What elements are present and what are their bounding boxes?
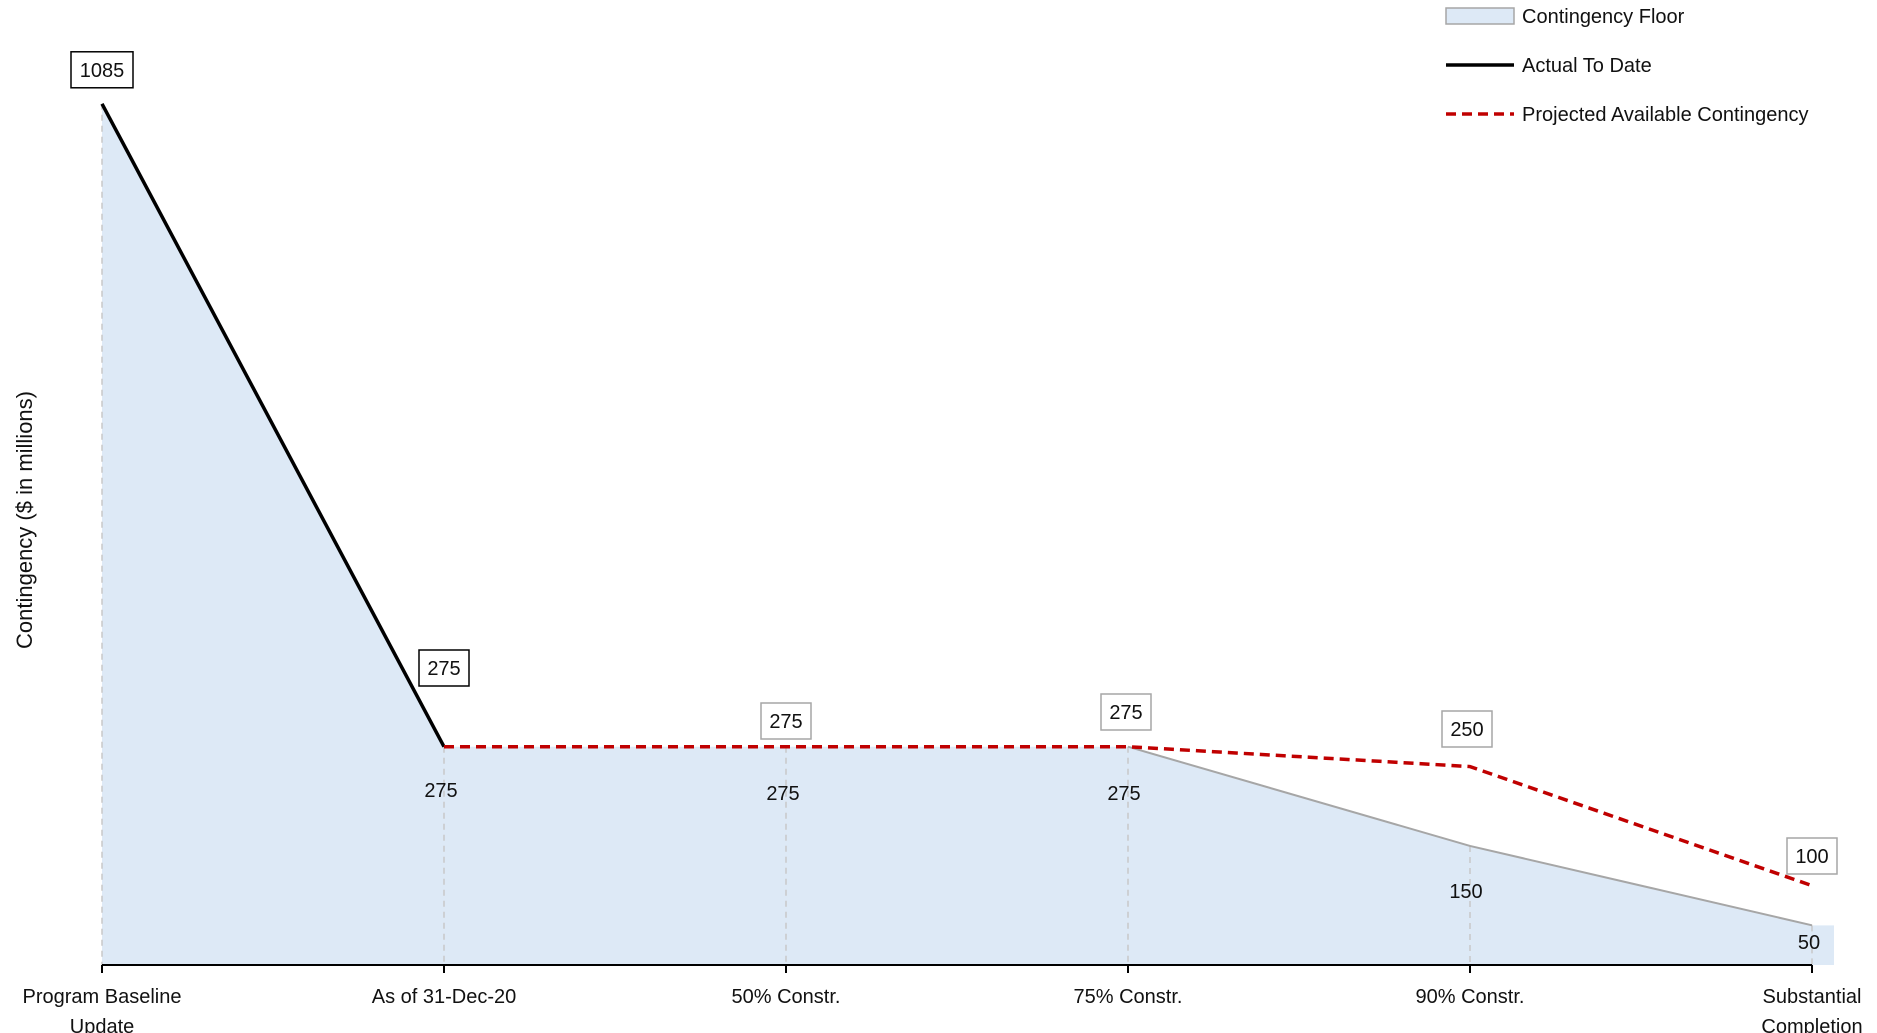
data-labels: 1085 275 275 275 250 100 275 275 275 150 50 [70,51,1838,954]
floor-label: 150 [1449,881,1482,903]
legend-label: Projected Available Contingency [1522,104,1808,126]
legend-label: Actual To Date [1522,55,1652,77]
projected-label: 275 [1109,702,1142,724]
x-axis: Program Baseline Update As of 31-Dec-20 50%… [23,964,1863,1033]
x-tick-label: Program Baseline Update [23,986,182,1033]
floor-edge-line [1127,745,1813,927]
series-lines [100,102,1813,927]
x-tick-label: 75% Constr. [1074,986,1183,1008]
actual-to-date-line [100,102,446,748]
floor-area-layer [102,103,1834,965]
projected-label: 100 [1795,846,1828,868]
projected-label-box [1441,710,1493,748]
floor-label: 50 [1798,932,1820,954]
actual-label-box [70,51,134,89]
floor-label: 275 [424,780,457,802]
actual-label-box [418,649,470,687]
x-tick-label: As of 31-Dec-20 [372,986,517,1008]
actual-label: 275 [427,658,460,680]
projected-label-box [760,702,812,740]
legend-label: Contingency Floor [1522,6,1685,28]
x-tick-label: 50% Constr. [732,986,841,1008]
legend-swatch-floor [1445,7,1515,25]
projected-contingency-line [444,744,1813,888]
projected-label: 275 [769,711,802,733]
projected-label-box [1786,837,1838,875]
x-tick-label: 90% Constr. [1416,986,1525,1008]
floor-area [102,103,1834,965]
y-axis-title: Contingency ($ in millions) [12,391,37,649]
legend: Contingency Floor Actual To Date Projected… [1445,6,1808,126]
projected-label-box [1100,693,1152,731]
floor-label: 275 [1107,783,1140,805]
floor-label: 275 [766,783,799,805]
projected-label: 250 [1450,719,1483,741]
x-tick-label: Substantial Completion [1761,986,1862,1033]
actual-label: 1085 [80,60,125,82]
guide-lines [101,103,1813,965]
